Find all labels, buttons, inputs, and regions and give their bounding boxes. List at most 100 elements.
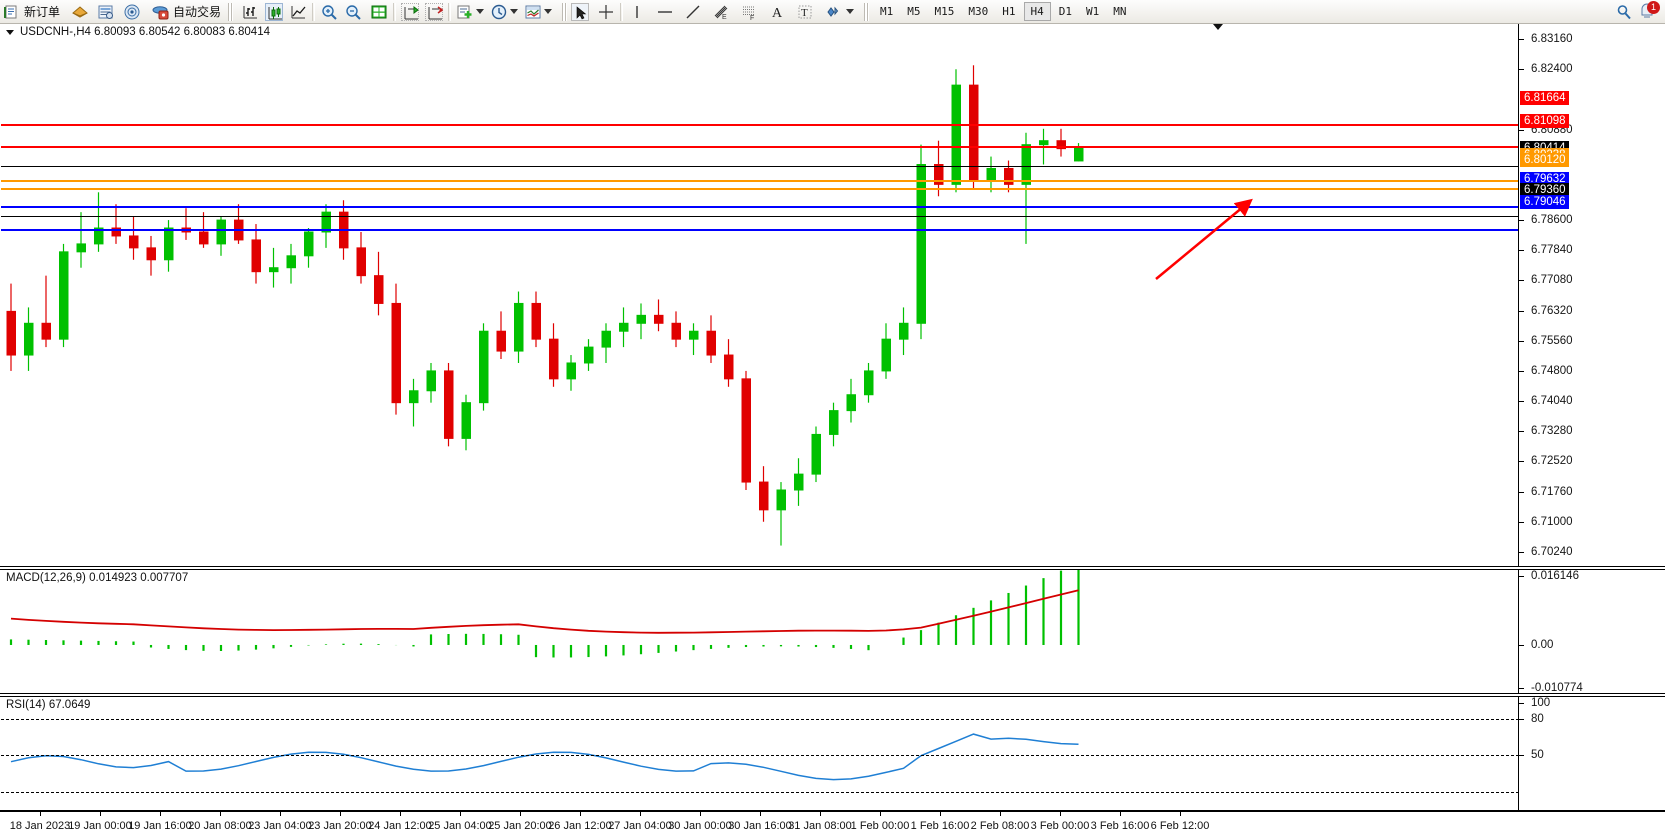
bid-line-tag[interactable]: 6.79360 <box>1520 182 1569 197</box>
time-tick-mark <box>1120 812 1121 816</box>
templates-dropdown[interactable] <box>544 9 553 14</box>
new-order-label: 新订单 <box>24 5 61 19</box>
timeframe-d1[interactable]: D1 <box>1058 5 1073 18</box>
svg-text:E: E <box>722 14 727 21</box>
price-plot[interactable] <box>1 24 1518 566</box>
timeframe-m15[interactable]: M15 <box>934 5 955 18</box>
bar-chart-icon[interactable] <box>241 3 259 21</box>
new-order-button[interactable]: 新订单 <box>0 1 63 23</box>
equidistant-channel-icon[interactable]: E <box>712 3 730 21</box>
time-tick-mark <box>940 812 941 816</box>
resistance-line-tag[interactable]: 6.81664 <box>1520 91 1569 106</box>
rsi-level-20 <box>1 792 1518 793</box>
main-toolbar: 新订单 自动交易 <box>0 0 1665 24</box>
toolbar-gripper-2[interactable] <box>562 2 568 21</box>
time-tick-label: 25 Jan 20:00 <box>488 820 552 832</box>
macd-series <box>9 570 1080 658</box>
price-tick-mark <box>1519 340 1524 342</box>
svg-text:A: A <box>772 6 783 21</box>
toolbar-gripper-3[interactable] <box>864 2 870 21</box>
search-icon[interactable] <box>1615 3 1633 21</box>
text-label-icon[interactable]: A <box>768 3 786 21</box>
price-pane[interactable]: USDCNH-,H4 6.80093 6.80542 6.80083 6.804… <box>0 24 1665 567</box>
time-tick-mark <box>40 812 41 816</box>
resistance-line-tag[interactable]: 6.81098 <box>1520 113 1569 128</box>
trendline-icon[interactable] <box>684 3 702 21</box>
time-tick-label: 24 Jan 12:00 <box>368 820 432 832</box>
bid-line <box>1 216 1518 217</box>
alert-bell-icon[interactable]: 1 <box>1639 0 1660 21</box>
zoom-in-icon[interactable] <box>320 3 338 21</box>
toolbar-separator-1 <box>312 2 316 21</box>
macd-tick-mark <box>1519 576 1524 577</box>
templates-icon[interactable] <box>524 3 542 21</box>
macd-tick-label: 0.00 <box>1531 638 1554 651</box>
auto-trading-icon <box>152 3 170 21</box>
support-line-2 <box>1 229 1518 231</box>
rsi-level-80 <box>1 719 1518 720</box>
candlestick-series <box>6 65 1084 546</box>
add-indicator-icon[interactable] <box>456 3 474 21</box>
line-chart-icon[interactable] <box>289 3 307 21</box>
period-dropdown[interactable] <box>510 9 519 14</box>
time-tick-label: 19 Jan 00:00 <box>68 820 132 832</box>
objects-icon[interactable] <box>824 3 842 21</box>
time-axis[interactable]: 18 Jan 2023 19 Jan 00:00 19 Jan 16:00 20 Ja… <box>0 811 1665 836</box>
entry-line-2-tag[interactable]: 6.80120 <box>1520 152 1569 167</box>
time-tick-label: 27 Jan 04:00 <box>608 820 672 832</box>
price-tick-label: 6.71760 <box>1531 485 1573 498</box>
chevron-down-icon[interactable] <box>6 29 14 35</box>
macd-pane[interactable]: MACD(12,26,9) 0.014923 0.007707 0.016146… <box>0 569 1665 694</box>
timeframe-m1[interactable]: M1 <box>880 5 894 18</box>
objects-dropdown[interactable] <box>846 9 855 14</box>
period-icon[interactable] <box>490 3 508 21</box>
chart-area[interactable]: USDCNH-,H4 6.80093 6.80542 6.80083 6.804… <box>0 24 1665 836</box>
timeframe-h1[interactable]: H1 <box>1002 5 1016 18</box>
data-window-icon[interactable] <box>97 3 115 21</box>
text-icon[interactable]: T <box>796 3 814 21</box>
timeframe-h4[interactable]: H4 <box>1023 2 1051 21</box>
price-scale[interactable]: 6.83160 6.82400 6.80880 6.78600 6.77840 6.770… <box>1518 24 1665 566</box>
cursor-icon[interactable] <box>571 2 590 21</box>
tile-windows-icon[interactable] <box>370 3 388 21</box>
expert-advisor-icon[interactable] <box>71 3 89 21</box>
candlestick-chart-icon[interactable] <box>265 2 284 21</box>
time-tick-label: 19 Jan 16:00 <box>128 820 192 832</box>
support-line-tag[interactable]: 6.79632 <box>1520 172 1569 187</box>
time-tick-mark <box>700 812 701 816</box>
auto-scroll-icon[interactable] <box>425 2 444 21</box>
add-indicator-dropdown[interactable] <box>476 9 485 14</box>
price-tick-label: 6.70240 <box>1531 545 1573 558</box>
bullish-arrow-annotation[interactable] <box>1151 194 1271 304</box>
timeframe-w1[interactable]: W1 <box>1086 5 1100 18</box>
signals-icon[interactable] <box>123 3 141 21</box>
rsi-pane[interactable]: RSI(14) 67.0649 100 80 50 <box>0 696 1665 811</box>
toolbar-separator-2 <box>393 2 397 21</box>
macd-plot[interactable] <box>1 570 1518 693</box>
entry-line-1 <box>1 180 1518 182</box>
time-tick-mark <box>1000 812 1001 816</box>
chart-shift-icon[interactable] <box>401 2 420 21</box>
macd-tick-label: 0.016146 <box>1531 570 1579 582</box>
auto-trading-button[interactable]: 自动交易 <box>149 1 224 23</box>
timeframe-mn[interactable]: MN <box>1113 5 1127 18</box>
vertical-line-icon[interactable] <box>628 3 646 21</box>
support-line-2-tag[interactable]: 6.79046 <box>1520 195 1569 210</box>
time-tick-mark <box>880 812 881 816</box>
timeframe-m30[interactable]: M30 <box>968 5 989 18</box>
timeframe-m5[interactable]: M5 <box>907 5 921 18</box>
rsi-scale[interactable]: 100 80 50 <box>1518 697 1665 810</box>
toolbar-gripper-1[interactable] <box>228 2 234 21</box>
rsi-tick-label: 100 <box>1531 697 1551 709</box>
zoom-out-icon[interactable] <box>344 3 362 21</box>
time-tick-mark <box>460 812 461 816</box>
horizontal-line-icon[interactable] <box>656 3 674 21</box>
price-tick-mark <box>1519 491 1524 493</box>
price-tick-mark <box>1519 129 1524 131</box>
rsi-tick-mark <box>1519 703 1524 704</box>
fibonacci-icon[interactable]: F <box>740 3 758 21</box>
crosshair-icon[interactable] <box>597 3 615 21</box>
time-tick-mark <box>580 812 581 816</box>
macd-scale[interactable]: 0.016146 0.00 -0.010774 <box>1518 570 1665 694</box>
rsi-plot[interactable] <box>1 697 1518 810</box>
